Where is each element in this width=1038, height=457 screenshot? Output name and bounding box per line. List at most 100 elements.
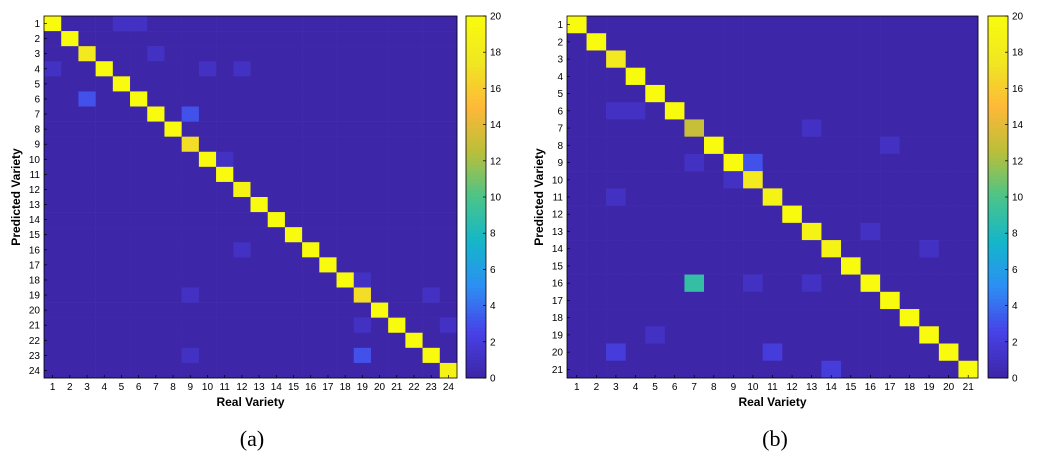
matrix-cell-10-12 bbox=[233, 151, 251, 168]
matrix-cell-3-7 bbox=[684, 50, 705, 69]
matrix-cell-16-11 bbox=[762, 274, 783, 293]
matrix-cell-2-10 bbox=[743, 33, 764, 51]
matrix-cell-12-2 bbox=[586, 205, 607, 224]
colorbar-tick-label: 8 bbox=[490, 229, 496, 240]
colorbar-segment bbox=[466, 175, 486, 180]
matrix-cell-14-6 bbox=[664, 240, 685, 258]
matrix-cell-14-13 bbox=[250, 212, 269, 228]
matrix-cell-14-18 bbox=[899, 240, 920, 258]
matrix-cell-11-3 bbox=[78, 166, 96, 183]
matrix-cell-16-10 bbox=[198, 242, 217, 258]
matrix-cell-17-22 bbox=[405, 257, 423, 273]
matrix-cell-15-11 bbox=[762, 257, 783, 275]
matrix-cell-7-19 bbox=[353, 106, 372, 122]
colorbar-segment bbox=[466, 247, 486, 252]
matrix-cell-4-24 bbox=[439, 61, 458, 77]
colorbar-segment bbox=[988, 327, 1008, 332]
matrix-cell-9-10 bbox=[743, 153, 764, 172]
matrix-cell-12-9 bbox=[181, 181, 200, 198]
matrix-cell-24-15 bbox=[284, 362, 303, 379]
matrix-cell-6-13 bbox=[801, 102, 822, 120]
matrix-cell-7-9 bbox=[181, 106, 200, 122]
colorbar-segment bbox=[466, 359, 486, 364]
matrix-cell-16-7 bbox=[147, 242, 165, 258]
matrix-cell-8-10 bbox=[743, 136, 764, 155]
matrix-cell-8-18 bbox=[336, 121, 355, 137]
matrix-cell-5-7 bbox=[147, 76, 165, 92]
colorbar-segment bbox=[466, 294, 486, 299]
matrix-cell-12-5 bbox=[645, 205, 666, 224]
matrix-cell-10-8 bbox=[704, 171, 724, 189]
colorbar-tick-label: 18 bbox=[1012, 48, 1024, 59]
matrix-cell-18-8 bbox=[164, 272, 182, 288]
matrix-cell-15-12 bbox=[782, 257, 803, 275]
colorbar-segment bbox=[988, 160, 1008, 165]
matrix-cell-10-9 bbox=[181, 151, 200, 168]
matrix-cell-10-7 bbox=[147, 151, 165, 168]
colorbar-tick-label: 2 bbox=[490, 337, 496, 348]
colorbar-segment bbox=[988, 88, 1008, 93]
matrix-cell-3-10 bbox=[198, 46, 217, 62]
matrix-cell-7-6 bbox=[130, 106, 148, 122]
matrix-cell-2-3 bbox=[78, 31, 96, 47]
matrix-cell-3-4 bbox=[95, 46, 114, 62]
matrix-cell-12-14 bbox=[821, 205, 842, 224]
colorbar-segment bbox=[466, 70, 486, 75]
matrix-cell-5-21 bbox=[388, 76, 406, 92]
matrix-cell-4-11 bbox=[762, 67, 783, 86]
colorbar-segment bbox=[988, 225, 1008, 230]
matrix-cell-16-24 bbox=[439, 242, 458, 258]
colorbar-segment bbox=[988, 66, 1008, 71]
matrix-cell-17-11 bbox=[762, 291, 783, 310]
matrix-cell-20-1 bbox=[567, 343, 587, 362]
matrix-cell-12-20 bbox=[370, 181, 389, 198]
matrix-cell-3-21 bbox=[958, 50, 979, 69]
matrix-cell-3-6 bbox=[130, 46, 148, 62]
matrix-cell-2-11 bbox=[762, 33, 783, 51]
matrix-cell-5-10 bbox=[198, 76, 217, 92]
matrix-cell-9-23 bbox=[422, 136, 441, 153]
matrix-cell-7-13 bbox=[801, 119, 822, 137]
matrix-cell-8-8 bbox=[164, 121, 182, 137]
matrix-cell-6-12 bbox=[782, 102, 803, 120]
matrix-cell-1-15 bbox=[284, 16, 303, 32]
matrix-cell-9-4 bbox=[95, 136, 114, 153]
matrix-cell-4-13 bbox=[801, 67, 822, 86]
matrix-cell-21-24 bbox=[439, 317, 458, 334]
matrix-cell-23-9 bbox=[181, 347, 200, 364]
matrix-cell-20-4 bbox=[95, 302, 114, 318]
colorbar-segment bbox=[988, 175, 1008, 180]
matrix-cell-18-3 bbox=[78, 272, 96, 288]
matrix-cell-1-5 bbox=[112, 16, 131, 32]
x-tick-label: 20 bbox=[943, 382, 955, 393]
matrix-cell-15-16 bbox=[860, 257, 881, 275]
matrix-cell-8-8 bbox=[704, 136, 724, 155]
matrix-cell-20-16 bbox=[860, 343, 881, 362]
matrix-cell-7-12 bbox=[233, 106, 251, 122]
matrix-cell-3-21 bbox=[388, 46, 406, 62]
colorbar-segment bbox=[466, 338, 486, 343]
matrix-cell-11-9 bbox=[181, 166, 200, 183]
matrix-cell-3-5 bbox=[112, 46, 131, 62]
matrix-cell-17-6 bbox=[664, 291, 685, 310]
matrix-cell-21-1 bbox=[567, 360, 587, 379]
x-tick-label: 8 bbox=[170, 382, 176, 393]
matrix-cell-9-16 bbox=[302, 136, 320, 153]
colorbar-segment bbox=[466, 330, 486, 335]
y-tick-label: 4 bbox=[557, 72, 563, 83]
matrix-cell-5-9 bbox=[723, 84, 744, 103]
colorbar-segment bbox=[988, 95, 1008, 100]
matrix-cell-2-5 bbox=[645, 33, 666, 51]
matrix-cell-15-18 bbox=[899, 257, 920, 275]
matrix-cell-6-21 bbox=[388, 91, 406, 107]
matrix-cell-12-18 bbox=[336, 181, 355, 198]
matrix-cell-20-14 bbox=[267, 302, 286, 318]
matrix-cell-20-11 bbox=[762, 343, 783, 362]
matrix-cell-10-4 bbox=[625, 171, 646, 189]
matrix-cell-4-15 bbox=[841, 67, 861, 86]
matrix-cell-2-6 bbox=[664, 33, 685, 51]
matrix-cell-8-22 bbox=[405, 121, 423, 137]
colorbar-segment bbox=[988, 164, 1008, 169]
colorbar-segment bbox=[988, 258, 1008, 263]
colorbar-segment bbox=[466, 88, 486, 93]
